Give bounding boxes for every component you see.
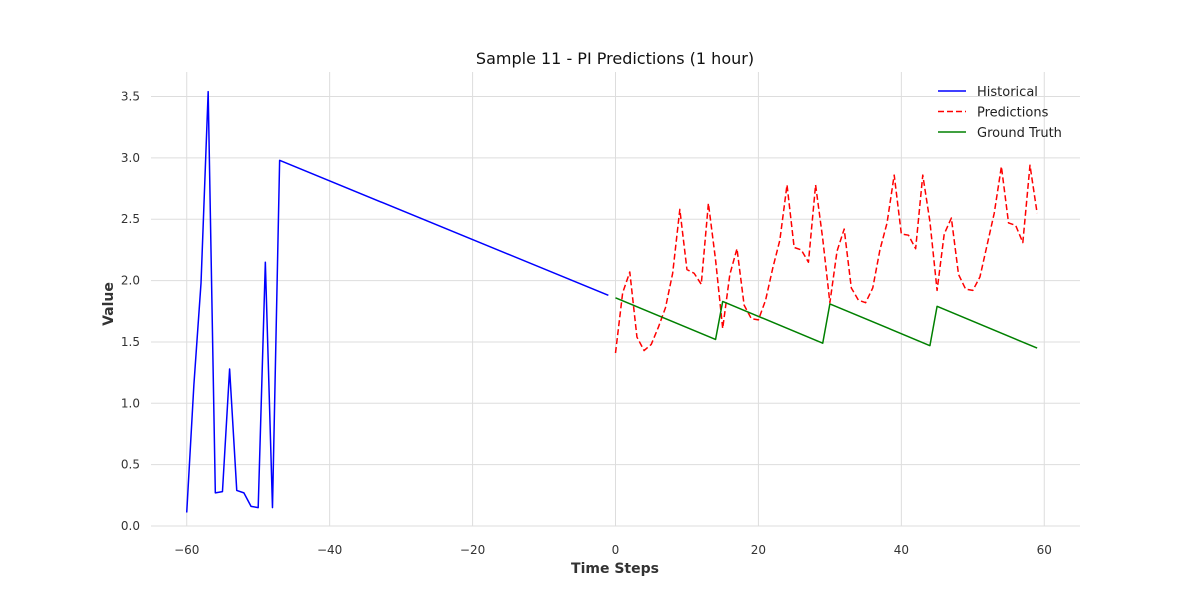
legend-label-predictions: Predictions [977, 106, 1049, 121]
x-tick-label: 40 [894, 543, 909, 557]
y-tick-label: 2.5 [121, 212, 140, 226]
series-layer [185, 90, 1038, 513]
grid [151, 72, 1080, 527]
y-axis-title: Value [101, 282, 117, 326]
x-tick-label: 20 [751, 543, 766, 557]
y-tick-label: 3.5 [121, 90, 140, 104]
x-tick-label: −20 [460, 543, 485, 557]
legend-label-historical: Historical [977, 85, 1038, 100]
y-tick-label: 2.0 [121, 274, 140, 288]
x-tick-label: 0 [612, 543, 620, 557]
y-tick-label: 3.0 [121, 151, 140, 165]
y-tick-label: 0.5 [121, 458, 140, 472]
series-line-predictions [614, 164, 1038, 354]
legend-label-ground-truth: Ground Truth [977, 126, 1062, 141]
y-axis-ticks: 0.0 0.5 1.0 1.5 2.0 2.5 3.0 3.5 [121, 90, 140, 533]
y-tick-label: 1.5 [121, 335, 140, 349]
x-axis-title: Time Steps [571, 561, 659, 577]
series-line-ground-truth [615, 297, 1038, 349]
y-tick-label: 0.0 [121, 519, 140, 533]
y-tick-label: 1.0 [121, 396, 140, 410]
x-tick-label: −60 [174, 543, 199, 557]
x-tick-label: −40 [317, 543, 342, 557]
legend: Historical Predictions Ground Truth [938, 85, 1062, 141]
series-line-historical [185, 90, 609, 513]
chart-title: Sample 11 - PI Predictions (1 hour) [476, 49, 754, 68]
x-tick-label: 60 [1037, 543, 1052, 557]
x-axis-ticks: −60 −40 −20 0 20 40 60 [174, 543, 1052, 557]
